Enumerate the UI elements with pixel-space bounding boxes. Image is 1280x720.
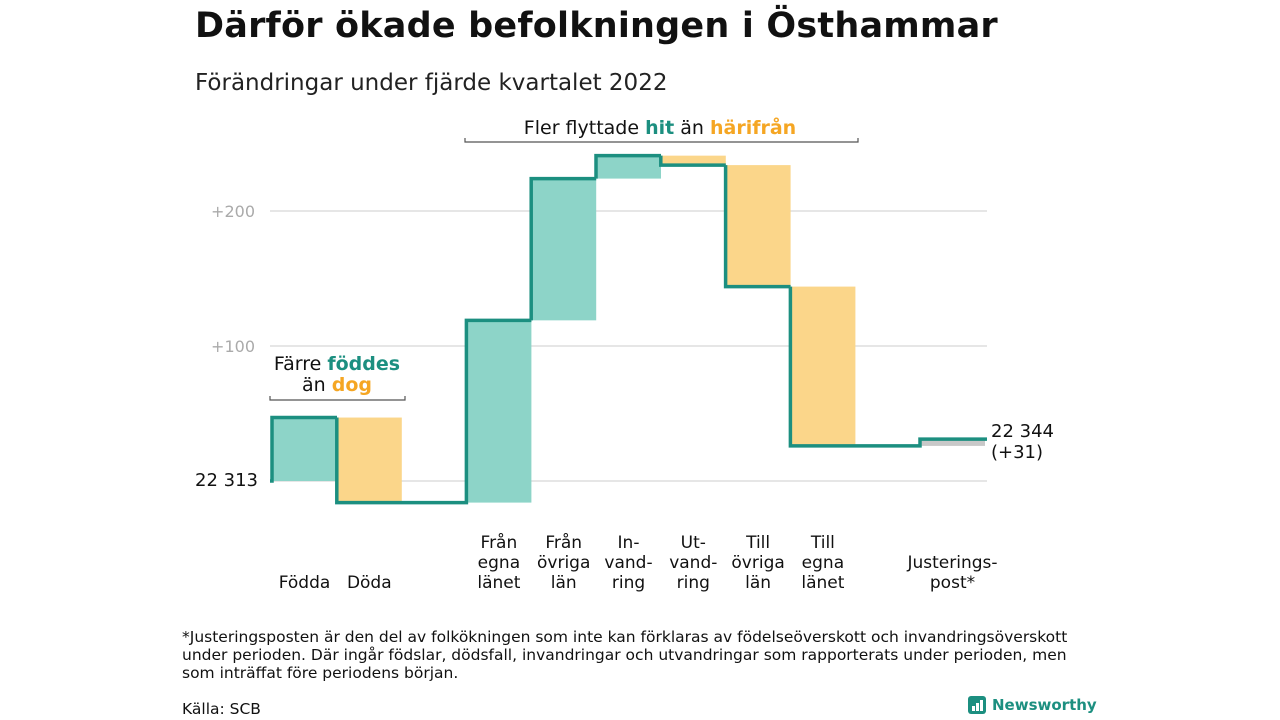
y-tick-label: +100 [211,337,255,356]
waterfall-bar [790,286,856,446]
category-label: övriga [537,553,590,573]
category-label: Döda [347,573,392,593]
end-change-label: (+31) [991,442,1043,463]
waterfall-bar [336,417,402,503]
cumulative-step-line [270,153,987,505]
footnote: *Justeringsposten är den del av folkökni… [182,628,1068,682]
category-label: län [551,573,577,593]
category-label: länet [477,573,520,593]
category-label: län [745,573,771,593]
category-label: Ut- [681,533,706,553]
annotation-births-deaths-line2: än dog [302,374,372,396]
category-label: In- [618,533,640,553]
category-label: ring [677,573,710,593]
category-label: länet [801,573,844,593]
y-tick-label: +200 [211,202,255,221]
category-label: vand- [669,553,717,573]
category-label: egna [478,553,520,573]
annotation-births-deaths-line1: Färre föddes [274,353,400,375]
waterfall-bar [531,178,597,321]
end-value-label: 22 344 [991,421,1054,442]
category-label: Från [545,532,582,553]
brand-logo: Newsworthy [968,696,1097,714]
category-label: egna [802,553,844,573]
category-label: Till [745,533,770,553]
waterfall-bar [660,155,726,166]
waterfall-bar [272,417,337,481]
annotation-bracket-migration [464,138,859,143]
category-label: övriga [731,553,784,573]
category-label: vand- [604,553,652,573]
source-label: Källa: SCB [182,700,261,718]
category-label: Från [481,532,518,553]
category-label: Födda [279,573,331,593]
annotation-migration: Fler flyttade hit än härifrån [524,115,796,139]
category-label: post* [930,573,975,593]
start-value-label: 22 313 [195,470,258,491]
waterfall-bar [466,320,532,503]
chart-title: Därför ökade befolkningen i Östhammar [195,6,998,46]
waterfall-bar [725,165,791,287]
chart-subtitle: Förändringar under fjärde kvartalet 2022 [195,70,668,96]
annotation-bracket-births-deaths [269,396,406,401]
category-label: ring [612,573,645,593]
newsworthy-logo-icon [968,696,986,714]
category-label: Justerings- [906,553,997,573]
waterfall-bar [596,155,661,179]
waterfall-bar [920,439,985,446]
brand-name: Newsworthy [992,696,1097,714]
category-label: Till [810,533,835,553]
